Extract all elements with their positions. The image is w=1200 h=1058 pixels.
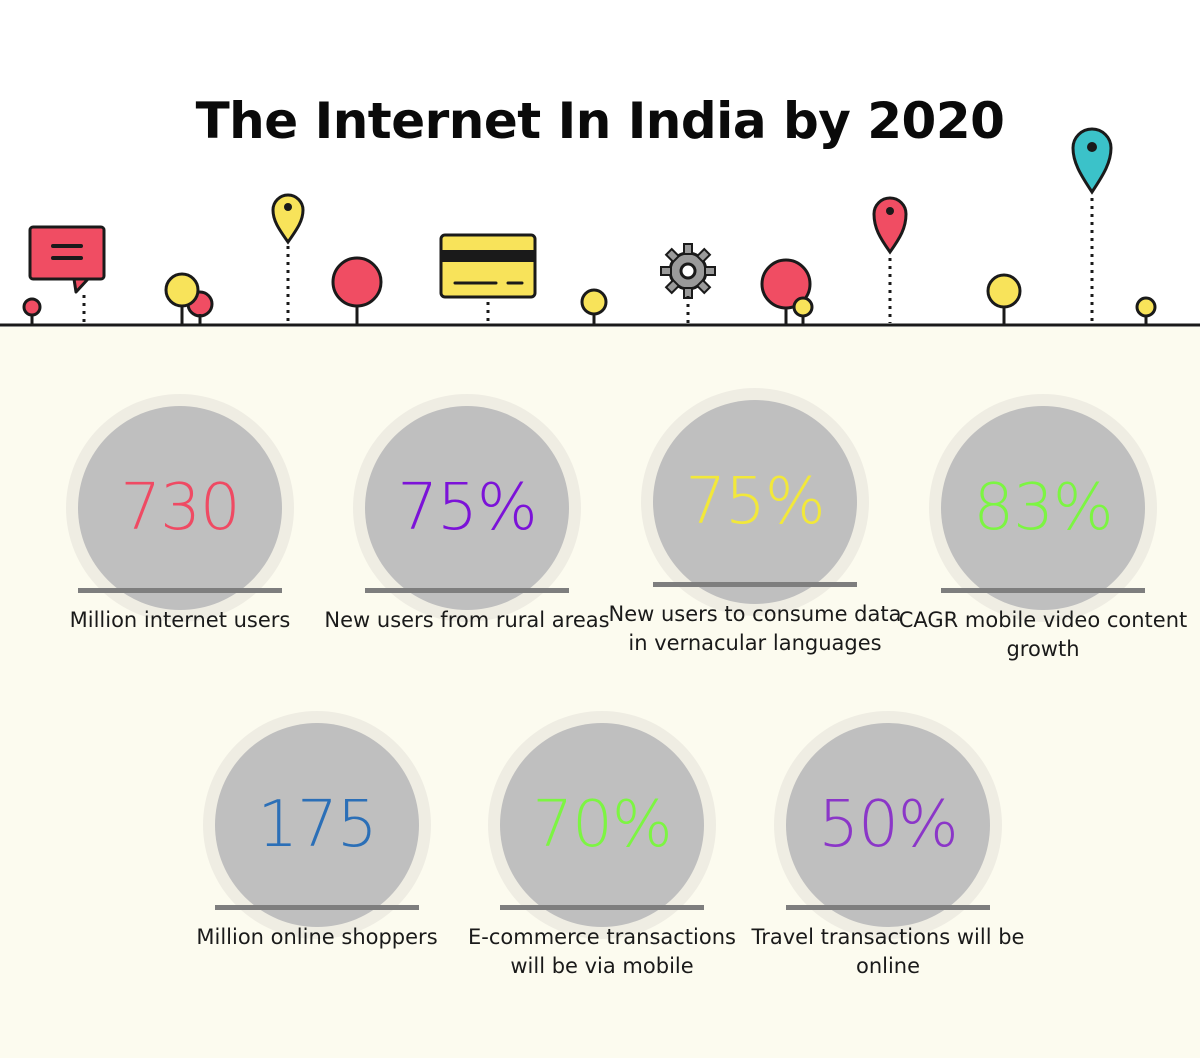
stat-disc: 83% (941, 406, 1145, 610)
stat-divider (500, 905, 704, 910)
stat-travel-online: 50% Travel transactions will be online (752, 711, 1024, 1011)
stat-value: 175 (257, 788, 377, 862)
map-pin-icon (1071, 127, 1113, 323)
stat-value: 75% (397, 471, 537, 545)
stat-vernacular-users: 75% New users to consume data in vernacu… (609, 388, 901, 688)
tree-icon (1135, 296, 1157, 325)
stat-label: Travel transactions will be online (751, 925, 1025, 978)
skyline-illustration (0, 127, 1200, 327)
stat-value: 75% (685, 465, 825, 539)
stat-ecommerce-mobile: 70% E-commerce transactions will be via … (468, 711, 736, 1011)
tree-icon (760, 258, 814, 325)
stat-value: 70% (532, 788, 672, 862)
stat-disc: 70% (500, 723, 704, 927)
stat-disc: 75% (653, 400, 857, 604)
stat-divider (786, 905, 990, 910)
map-pin-icon (872, 196, 908, 323)
stat-divider (78, 588, 282, 593)
tree-icon (986, 273, 1022, 325)
stat-value: 50% (818, 788, 958, 862)
stat-disc: 175 (215, 723, 419, 927)
stat-divider (941, 588, 1145, 593)
stat-label: Million internet users (69, 608, 291, 632)
tree-icon (580, 288, 608, 325)
page-title: The Internet In India by 2020 (195, 92, 1005, 150)
stat-divider (215, 905, 419, 910)
stat-label: CAGR mobile video content growth (898, 608, 1188, 661)
stat-disc: 75% (365, 406, 569, 610)
stat-internet-users: 730 Million internet users (66, 394, 306, 694)
stat-label: New users from rural areas (324, 608, 610, 632)
credit-card-icon (439, 233, 537, 323)
stat-value: 730 (120, 471, 240, 545)
stat-rural-users: 75% New users from rural areas (324, 394, 610, 694)
stat-value: 83% (973, 471, 1113, 545)
stat-disc: 50% (786, 723, 990, 927)
tree-icon (164, 272, 214, 325)
stat-divider (653, 582, 857, 587)
stat-label: New users to consume data in vernacular … (608, 602, 902, 655)
stat-online-shoppers: 175 Million online shoppers (196, 711, 443, 1011)
chat-bubble-icon (28, 225, 106, 323)
tree-icon (331, 256, 383, 325)
stat-video-growth: 83% CAGR mobile video content growth (899, 394, 1187, 694)
stat-label: Million online shoppers (196, 925, 438, 949)
stat-label: E-commerce transactions will be via mobi… (468, 925, 736, 978)
gear-icon (660, 243, 716, 323)
tree-icon (22, 297, 42, 325)
stat-disc: 730 (78, 406, 282, 610)
map-pin-icon (271, 193, 305, 323)
stat-divider (365, 588, 569, 593)
